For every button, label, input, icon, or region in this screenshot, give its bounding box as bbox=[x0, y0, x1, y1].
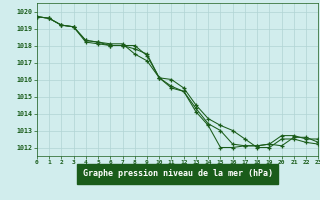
X-axis label: Graphe pression niveau de la mer (hPa): Graphe pression niveau de la mer (hPa) bbox=[83, 169, 273, 178]
